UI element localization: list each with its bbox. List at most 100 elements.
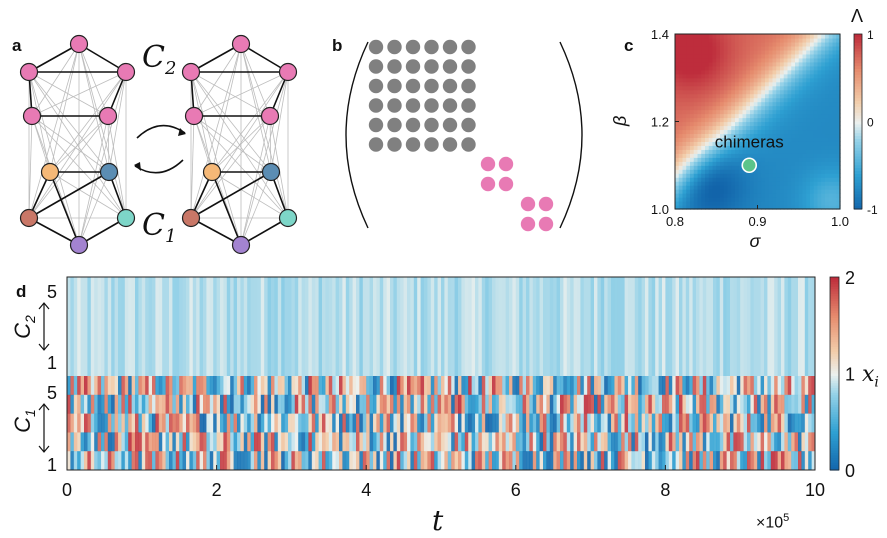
heatmap-cell [821,113,826,119]
c1-timeslice [73,413,78,433]
heatmap-cell [750,185,755,190]
heatmap-cell [678,165,684,170]
heatmap-cell [806,129,811,135]
heatmap-cell [832,69,837,75]
c1-timeslice [522,413,527,433]
heatmap-cell [727,37,732,43]
c1-timeslice [257,394,262,415]
heatmap-cell [712,169,717,174]
heatmap-cell [675,101,680,107]
heatmap-cell [697,57,702,63]
c1-timeslice [199,376,204,396]
heatmap-cell [821,177,826,182]
c1-timeslice [90,394,95,415]
heatmap-cell [798,37,804,43]
heatmap-cell [813,65,819,71]
heatmap-cell [757,41,762,47]
heatmap-cell [813,137,819,142]
c1-timeslice [757,394,762,415]
c1-timeslice [451,376,456,396]
heatmap-cell [731,205,736,210]
heatmap-cell [768,125,774,131]
heatmap-cell [828,69,834,75]
heatmap-cell [682,197,687,202]
heatmap-cell [750,121,755,127]
c1-timeslice [604,451,609,471]
heatmap-cell [716,57,721,63]
heatmap-cell [795,61,800,67]
c1-timeslice [410,394,415,415]
c1-timeslice [668,451,673,471]
heatmap-cell [738,37,744,43]
c1-timeslice [369,451,374,471]
c1-timeslice [628,394,632,415]
heatmap-cell [735,69,740,75]
colorbar-tick-label: 0 [867,116,874,130]
heatmap-cell [768,45,774,51]
heatmap-cell [750,41,755,47]
gray-block-dot [461,117,476,133]
c1-timeslice [430,394,435,415]
heatmap-cell [708,41,714,47]
c1-timeslice [135,451,139,471]
heatmap-cell [697,177,702,182]
x-tick-label: 0 [62,480,72,500]
c1-timeslice [478,394,483,415]
c1-timeslice [777,413,782,433]
heatmap-cell [712,73,717,79]
colorbar-cell [854,66,862,70]
heatmap-cell [780,93,785,99]
c1-timeslice [577,432,581,452]
heatmap-cell [690,93,695,99]
c2-timeslice [587,277,592,376]
c1-timeslice [515,394,520,415]
c1-timeslice [70,432,75,452]
heatmap-cell [828,137,834,142]
c1-timeslice [471,432,476,452]
heatmap-cell [738,205,744,210]
c1-timeslice [757,432,762,452]
c1-timeslice [461,432,466,452]
heatmap-cell [817,137,822,142]
c1-timeslice [750,413,755,433]
heatmap-cell [780,125,785,131]
heatmap-cell [802,61,807,67]
heatmap-cell [723,109,729,115]
gray-edge [190,71,272,173]
gray-block-dot [461,98,476,113]
heatmap-cell [780,157,785,162]
heatmap-cell [832,117,837,123]
heatmap-cell [735,81,740,87]
gray-block-dot [387,98,402,113]
c1-timeslice [804,451,809,471]
c1-timeslice [604,432,609,452]
heatmap-cell [791,81,796,87]
c1-timeslice [288,451,292,471]
heatmap-cell [776,197,781,202]
c1-timeslice [509,451,513,471]
heatmap-cell [825,173,830,178]
heatmap-cell [776,161,781,166]
c1-timeslice [811,451,816,471]
heatmap-cell [753,193,759,198]
c1-timeslice [580,394,585,415]
heatmap-cell [701,93,706,99]
heatmap-cell [686,121,691,127]
gray-block-dot [424,59,439,74]
c1-timeslice [485,432,490,452]
c1-timeslice [247,376,252,396]
c2-timeslice [254,277,258,376]
c1-timeslice [335,432,340,452]
heatmap-cell [828,61,834,67]
c2-timeslice [145,277,150,376]
heatmap-cell [738,85,744,91]
c2-timeslice [747,277,751,376]
heatmap-cell [810,173,815,178]
heatmap-cell [836,41,841,47]
heatmap-cell [795,121,800,127]
heatmap-cell [813,125,819,131]
c1-timeslice [774,394,779,415]
c2-timeslice [441,277,445,376]
colorbar-cell [854,162,862,166]
heatmap-cell [697,205,702,210]
